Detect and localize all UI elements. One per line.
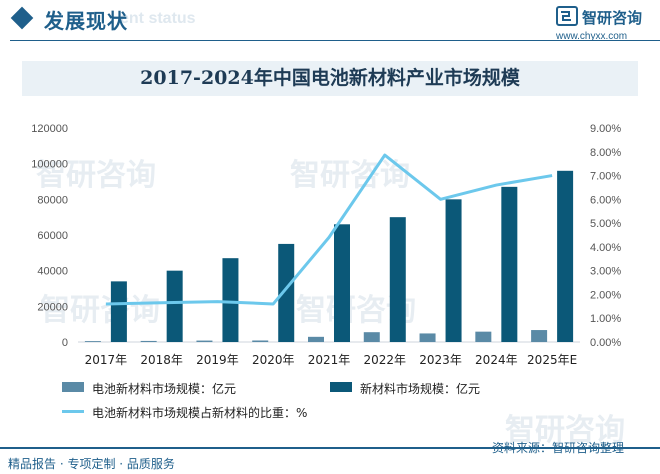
footer-source: 资料来源：智研咨询整理 (492, 441, 625, 455)
watermark-logo: 智研咨询 (505, 413, 625, 448)
bar-battery-material (252, 340, 269, 342)
bar-battery-material (140, 340, 157, 342)
y-right-tick-label: 7.00% (590, 171, 621, 183)
logo-name: 智研咨询 (582, 9, 643, 27)
legend-swatch (62, 382, 84, 392)
bar-new-material (445, 199, 462, 342)
section-subtitle: ent status (120, 10, 196, 27)
y-right-tick-label: 9.00% (590, 123, 621, 135)
bar-battery-material (419, 333, 436, 342)
y-left-tick-label: 120000 (31, 123, 68, 135)
x-tick-label: 2019年 (196, 353, 239, 367)
bar-battery-material (363, 332, 380, 342)
x-tick-label: 2023年 (419, 353, 462, 367)
footer-rule (0, 447, 660, 449)
y-left-tick-label: 100000 (31, 159, 68, 171)
y-right-tick-label: 1.00% (590, 313, 621, 325)
bar-battery-material (84, 341, 101, 342)
line-share-series (105, 153, 553, 306)
bar-battery-material (475, 331, 492, 342)
x-tick-label: 2018年 (140, 353, 183, 367)
watermark-logo: 智研咨询 (290, 158, 410, 193)
bar-new-material (222, 258, 239, 342)
y-right-tick-label: 3.00% (590, 266, 621, 278)
legend-label: 新材料市场规模：亿元 (360, 382, 481, 396)
x-tick-label: 2020年 (252, 353, 295, 367)
legend-swatch (62, 410, 84, 413)
footer (0, 447, 660, 474)
bar-new-material (110, 281, 127, 342)
x-tick-label: 2021年 (308, 353, 351, 367)
bar-battery-material (531, 330, 548, 342)
section-title: 发展现状 (44, 9, 128, 33)
watermark-logo: 智研咨询 (36, 158, 156, 193)
y-right-tick-label: 0.00% (590, 337, 621, 349)
chart-title: 2017-2024年中国电池新材料产业市场规模 (140, 67, 520, 89)
chart: 0 20000 40000 60000 80000 100000 120000 0.00% 1.… (31, 123, 621, 367)
y-left-tick-label: 80000 (37, 194, 68, 206)
y-right-tick-label: 6.00% (590, 194, 621, 206)
legend-label: 电池新材料市场规模占新材料的比重：% (92, 406, 308, 420)
logo-url: www.chyxx.com (556, 31, 628, 42)
x-tick-label: 2017年 (85, 353, 128, 367)
bar-new-material (334, 224, 350, 342)
y-left-tick-label: 20000 (37, 301, 68, 313)
y-right-tick-label: 2.00% (590, 289, 621, 301)
chart-title-box: 2017-2024年中国电池新材料产业市场规模 (22, 61, 638, 96)
x-tick-label: 2022年 (364, 353, 407, 367)
y-left-tick-label: 40000 (37, 266, 68, 278)
bar-new-material (278, 243, 295, 342)
y-left-tick-label: 60000 (37, 230, 68, 242)
header-band (0, 0, 660, 44)
bar-new-material (166, 270, 183, 342)
legend-label: 电池新材料市场规模：亿元 (92, 382, 237, 396)
y-right-tick-label: 4.00% (590, 242, 621, 254)
legend-swatch (330, 382, 352, 392)
bar-new-material (501, 186, 518, 342)
watermark-logo: 智研咨询 (40, 293, 160, 328)
x-tick-label: 2025年E (527, 353, 577, 367)
footer-slogan: 精品报告 · 专项定制 · 品质服务 (8, 457, 175, 471)
bar-battery-material (196, 340, 213, 342)
logo-icon (556, 6, 578, 26)
bar-new-material (557, 170, 574, 342)
bar-battery-material (308, 336, 324, 342)
y-right-tick-label: 8.00% (590, 147, 621, 159)
x-tick-label: 2024年 (475, 353, 518, 367)
bar-new-material (389, 217, 406, 342)
y-right-tick-label: 5.00% (590, 218, 621, 230)
header-rule (10, 40, 660, 41)
y-left-tick-label: 0 (62, 337, 68, 349)
